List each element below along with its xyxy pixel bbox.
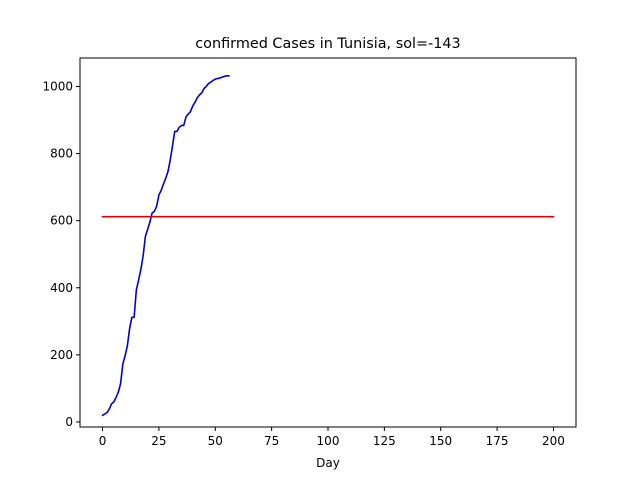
series-layer xyxy=(101,74,555,417)
x-tick-label: 125 xyxy=(373,434,396,448)
x-tick-label: 200 xyxy=(542,434,565,448)
y-axis: 0 200 400 600 800 1000 xyxy=(42,80,80,429)
y-tick-label: 0 xyxy=(65,415,73,429)
y-tick-label: 1000 xyxy=(42,80,73,94)
chart-title: confirmed Cases in Tunisia, sol=-143 xyxy=(195,36,460,52)
y-tick-label: 200 xyxy=(50,348,73,362)
y-tick-label: 600 xyxy=(50,214,73,228)
x-tick-label: 25 xyxy=(151,434,166,448)
series-line-1 xyxy=(101,74,230,417)
y-tick-label: 800 xyxy=(50,147,73,161)
x-tick-label: 175 xyxy=(486,434,509,448)
x-tick-label: 0 xyxy=(99,434,107,448)
x-tick-label: 50 xyxy=(208,434,223,448)
x-tick-label: 100 xyxy=(317,434,340,448)
x-tick-label: 75 xyxy=(264,434,279,448)
x-axis-label: Day xyxy=(316,456,340,470)
x-axis: 0 25 50 75 100 125 150 175 200 xyxy=(99,427,565,448)
x-tick-label: 150 xyxy=(429,434,452,448)
y-tick-label: 400 xyxy=(50,281,73,295)
